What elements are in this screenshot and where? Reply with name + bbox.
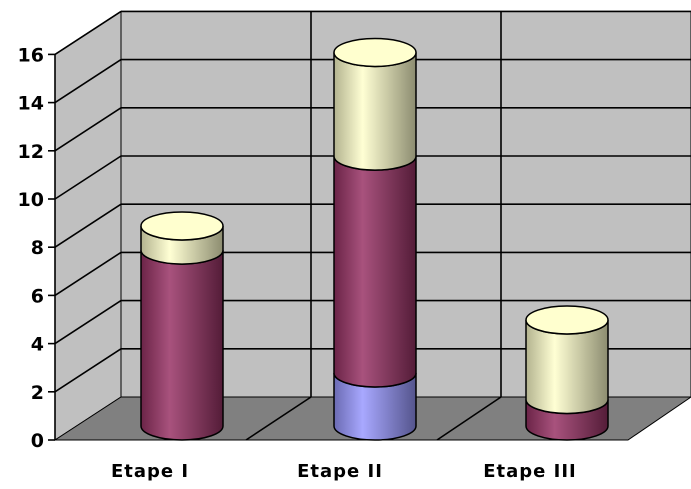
gridline-side [54, 155, 122, 200]
y-tick-label: 8 [31, 237, 44, 259]
gridline-side [54, 203, 122, 248]
value-axis [48, 53, 56, 441]
bar-top-cap [333, 37, 417, 68]
gridline-side [54, 58, 122, 104]
gridline-side [54, 348, 122, 393]
gridline-side [54, 107, 122, 152]
bar-series-group [140, 37, 609, 441]
category-divider-floor [245, 396, 312, 441]
y-tick-label: 0 [31, 430, 44, 452]
bar-top-cap [140, 211, 224, 241]
gridline-side [54, 251, 122, 297]
bar-segment [333, 52, 417, 171]
y-tick-label: 12 [18, 141, 44, 163]
y-tick-label: 14 [18, 93, 44, 115]
y-tick-label: 4 [31, 334, 44, 356]
bar-segment [333, 155, 417, 388]
category-label: Etape II [297, 461, 383, 482]
category-label: Etape I [111, 461, 189, 482]
bar-stack-etape-i [140, 211, 224, 441]
bar-stack-etape-iii [525, 305, 609, 441]
category-label: Etape III [483, 461, 577, 482]
gridline-side [54, 10, 122, 56]
y-tick-label: 6 [31, 285, 44, 307]
bar-stack-etape-ii [333, 37, 417, 441]
y-tick-label: 10 [18, 189, 44, 211]
gridline-side [54, 299, 122, 345]
y-tick-label: 2 [31, 382, 44, 404]
category-divider-floor [436, 396, 502, 441]
bar-top-cap [525, 305, 609, 335]
label-group: 0 2 4 6 8 10 12 14 16 Etape I Etape II Etape III [18, 44, 577, 482]
bar-segment [140, 249, 224, 441]
y-tick-label: 16 [18, 44, 44, 66]
